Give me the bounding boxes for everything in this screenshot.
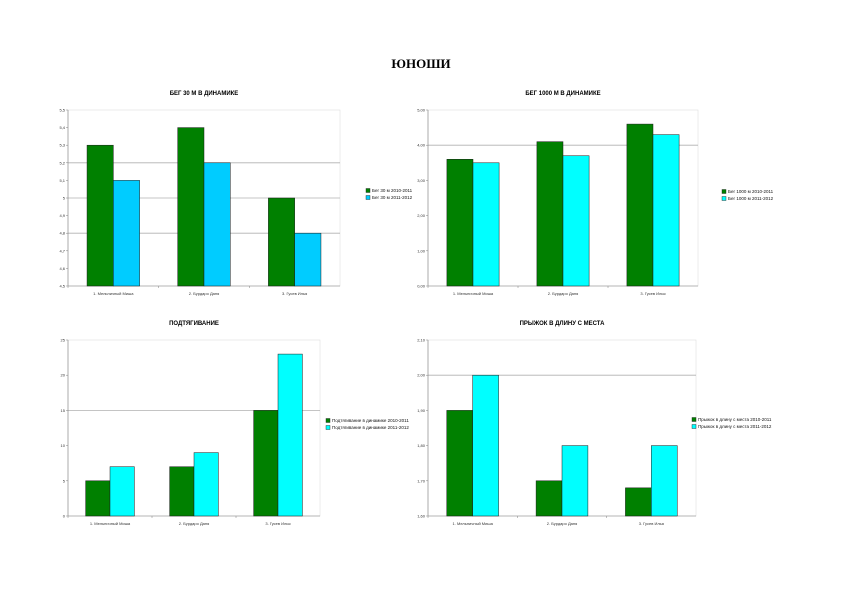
y-tick-label: 2,00 xyxy=(417,213,426,218)
y-tick-label: 1,80 xyxy=(417,443,426,448)
chart-title: БЕГ 1000 М В ДИНАМИКЕ xyxy=(525,91,600,97)
chart-svg: ПОДТЯГИВАНИЕ 0 5 10 15 20 25 1. Мельничный Миша… xyxy=(61,321,410,526)
x-tick-label: 1. Мельничный Миша xyxy=(90,521,131,526)
bar xyxy=(535,480,563,517)
y-tick-label: 0,00 xyxy=(417,284,426,289)
legend-swatch xyxy=(691,424,697,429)
legend-label: Подтягивание в динамике 2010-2011 xyxy=(332,418,409,423)
y-tick-label: 3,00 xyxy=(417,178,426,183)
bar xyxy=(561,445,589,517)
y-tick-label: 5,00 xyxy=(417,108,426,113)
bar xyxy=(472,162,500,287)
bar xyxy=(446,159,474,287)
x-tick-label: 1. Мельничный Миша xyxy=(453,291,494,296)
legend-label: Подтягивание в динамике 2011-2012 xyxy=(332,425,409,430)
chart-title: ПОДТЯГИВАНИЕ xyxy=(169,321,219,327)
legend-swatch xyxy=(721,189,727,194)
bar xyxy=(109,466,135,517)
chart-beg-1000m: БЕГ 1000 М В ДИНАМИКЕ 0,00 1,00 2,00 3,00 4,0… xyxy=(417,88,800,300)
y-tick-label: 5,2 xyxy=(59,160,65,165)
x-tick-label: 3. Гусев Илья xyxy=(282,291,307,296)
bar xyxy=(203,162,231,287)
legend-swatch xyxy=(721,196,727,201)
bar xyxy=(277,353,303,517)
y-tick-label: 5,4 xyxy=(59,125,65,130)
x-tick-label: 2. Бурдаро Даня xyxy=(189,291,220,296)
x-tick-label: 3. Гусев Илья xyxy=(639,521,664,526)
y-tick-label: 5,1 xyxy=(59,178,65,183)
y-tick-label: 10 xyxy=(61,443,66,448)
chart-podtyagivanie: ПОДТЯГИВАНИЕ 0 5 10 15 20 25 1. Мельничный Миша… xyxy=(60,318,440,530)
x-tick-label: 1. Мельничный Миша xyxy=(453,521,494,526)
chart-svg: БЕГ 1000 М В ДИНАМИКЕ 0,00 1,00 2,00 3,00 4,0… xyxy=(417,91,774,296)
chart-pryzhok: ПРЫЖОК В ДЛИНУ С МЕСТА 1,60 1,70 1,80 1,90 2,… xyxy=(417,318,800,530)
bar xyxy=(446,410,473,517)
y-tick-label: 1,90 xyxy=(417,408,426,413)
y-tick-label: 20 xyxy=(61,373,66,378)
y-tick-label: 4,9 xyxy=(59,213,65,218)
bar xyxy=(85,480,111,517)
bar xyxy=(268,197,295,287)
bar xyxy=(294,232,322,287)
y-tick-label: 5,3 xyxy=(59,143,65,148)
y-tick-label: 5 xyxy=(63,478,66,483)
y-tick-label: 2,10 xyxy=(417,338,426,343)
legend-swatch xyxy=(365,188,371,193)
x-tick-label: 3. Гусев Илья xyxy=(640,291,665,296)
legend-swatch xyxy=(691,417,697,422)
y-tick-label: 2,00 xyxy=(417,373,426,378)
legend-swatch xyxy=(325,425,331,430)
y-tick-label: 4,00 xyxy=(417,143,426,148)
y-tick-label: 4,7 xyxy=(59,248,65,253)
chart-title: ПРЫЖОК В ДЛИНУ С МЕСТА xyxy=(520,321,606,327)
legend-label: Прыжок в длину с места 2010-2011 xyxy=(698,417,772,422)
bar xyxy=(113,180,140,287)
y-tick-label: 4,5 xyxy=(59,284,65,289)
legend-label: Прыжок в длину с места 2011-2012 xyxy=(698,424,772,429)
bar xyxy=(625,487,652,517)
legend-label: Бег 30 м 2011-2012 xyxy=(372,195,413,200)
legend-label: Бег 1000 м 2010-2011 xyxy=(728,189,774,194)
y-tick-label: 1,60 xyxy=(417,514,426,519)
bar xyxy=(86,144,114,287)
y-tick-label: 5,5 xyxy=(59,108,65,113)
bar xyxy=(652,134,680,287)
bar xyxy=(651,445,678,517)
bar xyxy=(562,155,590,287)
x-tick-label: 2. Бурдаро Даня xyxy=(548,291,579,296)
bar xyxy=(626,123,654,287)
legend-label: Бег 1000 м 2011-2012 xyxy=(728,196,774,201)
bar xyxy=(472,374,499,517)
y-tick-label: 1,00 xyxy=(417,248,426,253)
x-tick-label: 1. Мельничный Миша xyxy=(93,291,134,296)
chart-svg: БЕГ 30 М В ДИНАМИКЕ 4,5 4,6 4,7 4,8 4,9 5 5,1 5,… xyxy=(59,91,413,296)
y-tick-label: 1,70 xyxy=(417,478,426,483)
x-tick-label: 3. Гусев Илья xyxy=(265,521,290,526)
legend-swatch xyxy=(325,418,331,423)
legend-swatch xyxy=(365,195,371,200)
y-tick-label: 4,6 xyxy=(59,266,65,271)
y-tick-label: 5 xyxy=(63,196,66,201)
y-tick-label: 4,8 xyxy=(59,231,65,236)
bar xyxy=(253,410,279,517)
x-tick-label: 2. Бурдаро Даня xyxy=(547,521,578,526)
chart-svg: ПРЫЖОК В ДЛИНУ С МЕСТА 1,60 1,70 1,80 1,90 2,… xyxy=(417,321,772,526)
bar xyxy=(177,127,205,287)
y-tick-label: 0 xyxy=(63,514,66,519)
bar xyxy=(536,141,564,287)
bar xyxy=(169,466,195,517)
bar xyxy=(193,452,219,517)
x-tick-label: 2. Бурдаро Даня xyxy=(179,521,210,526)
chart-beg-30m: БЕГ 30 М В ДИНАМИКЕ 4,5 4,6 4,7 4,8 4,9 5 5,1 5,… xyxy=(59,88,440,300)
chart-title: БЕГ 30 М В ДИНАМИКЕ xyxy=(170,91,239,97)
page-title: ЮНОШИ xyxy=(391,56,451,71)
y-tick-label: 15 xyxy=(61,408,66,413)
legend-label: Бег 30 м 2010-2011 xyxy=(372,188,413,193)
y-tick-label: 25 xyxy=(61,338,66,343)
